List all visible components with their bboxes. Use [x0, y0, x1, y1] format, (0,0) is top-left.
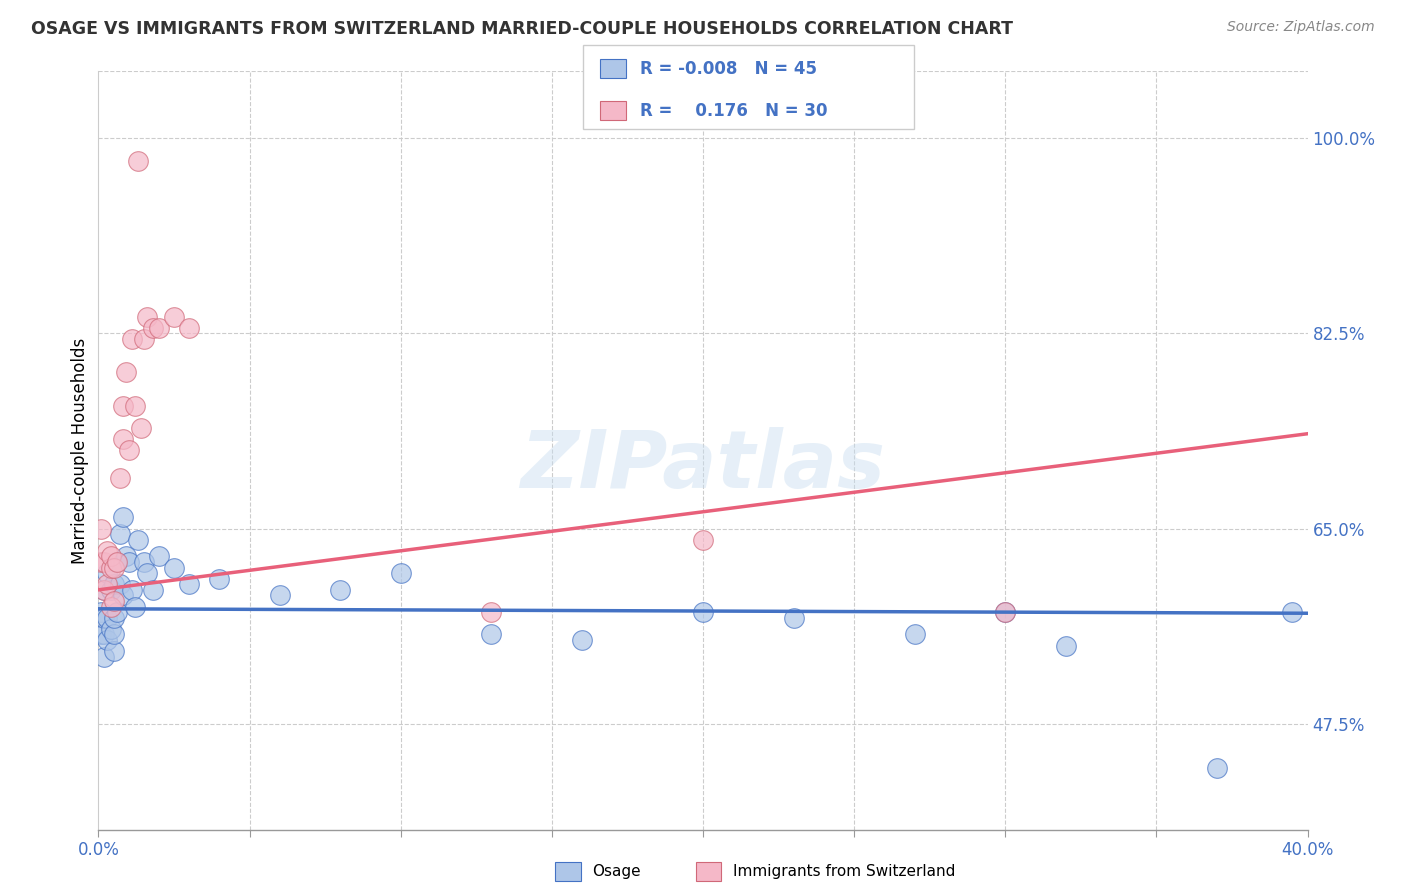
- Point: [1281, 605, 1303, 619]
- Text: OSAGE VS IMMIGRANTS FROM SWITZERLAND MARRIED-COUPLE HOUSEHOLDS CORRELATION CHART: OSAGE VS IMMIGRANTS FROM SWITZERLAND MAR…: [31, 20, 1012, 37]
- Point: [93, 582, 115, 597]
- Text: Immigrants from Switzerland: Immigrants from Switzerland: [733, 864, 955, 879]
- Point: [100, 582, 122, 597]
- Point: [571, 633, 593, 648]
- Y-axis label: Married-couple Households: Married-couple Households: [70, 337, 89, 564]
- Point: [783, 611, 806, 625]
- Text: Osage: Osage: [592, 864, 641, 879]
- Point: [124, 399, 146, 413]
- Point: [481, 627, 503, 641]
- Point: [90, 522, 112, 536]
- Point: [100, 549, 122, 564]
- Text: Source: ZipAtlas.com: Source: ZipAtlas.com: [1227, 20, 1375, 34]
- Text: ZIPatlas: ZIPatlas: [520, 426, 886, 505]
- Point: [105, 555, 128, 569]
- Point: [481, 605, 503, 619]
- Point: [692, 533, 714, 547]
- Point: [135, 310, 157, 324]
- Point: [93, 555, 115, 569]
- Point: [111, 589, 134, 603]
- Point: [103, 560, 125, 574]
- Text: R =    0.176   N = 30: R = 0.176 N = 30: [640, 102, 827, 120]
- Point: [93, 611, 115, 625]
- Point: [142, 321, 165, 335]
- Point: [108, 471, 131, 485]
- Point: [1206, 761, 1229, 775]
- Point: [163, 310, 186, 324]
- Point: [127, 153, 149, 168]
- Point: [179, 321, 201, 335]
- Point: [692, 605, 714, 619]
- Point: [90, 605, 112, 619]
- Point: [269, 589, 291, 603]
- Point: [142, 582, 165, 597]
- Point: [127, 533, 149, 547]
- Point: [96, 566, 118, 581]
- Point: [111, 510, 134, 524]
- Point: [100, 560, 122, 574]
- Point: [96, 544, 118, 558]
- Point: [93, 582, 115, 597]
- Point: [121, 582, 143, 597]
- Text: R = -0.008   N = 45: R = -0.008 N = 45: [640, 60, 817, 78]
- Point: [111, 399, 134, 413]
- Point: [994, 605, 1017, 619]
- Point: [163, 560, 186, 574]
- Point: [124, 599, 146, 614]
- Point: [121, 332, 143, 346]
- Point: [179, 577, 201, 591]
- Point: [208, 572, 231, 586]
- Point: [904, 627, 927, 641]
- Point: [132, 555, 155, 569]
- Point: [118, 555, 141, 569]
- Point: [103, 644, 125, 658]
- Point: [90, 555, 112, 569]
- Point: [994, 605, 1017, 619]
- Point: [96, 611, 118, 625]
- Point: [103, 594, 125, 608]
- Point: [1054, 639, 1077, 653]
- Point: [100, 599, 122, 614]
- Point: [105, 555, 128, 569]
- Point: [148, 549, 170, 564]
- Point: [105, 605, 128, 619]
- Point: [96, 633, 118, 648]
- Point: [118, 443, 141, 458]
- Point: [103, 611, 125, 625]
- Point: [108, 577, 131, 591]
- Point: [129, 421, 152, 435]
- Point: [90, 627, 112, 641]
- Point: [329, 582, 352, 597]
- Point: [108, 527, 131, 541]
- Point: [132, 332, 155, 346]
- Point: [96, 577, 118, 591]
- Point: [93, 649, 115, 664]
- Point: [103, 627, 125, 641]
- Point: [100, 622, 122, 636]
- Point: [148, 321, 170, 335]
- Point: [103, 577, 125, 591]
- Point: [111, 433, 134, 447]
- Point: [389, 566, 412, 581]
- Point: [114, 366, 136, 380]
- Point: [93, 627, 115, 641]
- Point: [114, 549, 136, 564]
- Point: [135, 566, 157, 581]
